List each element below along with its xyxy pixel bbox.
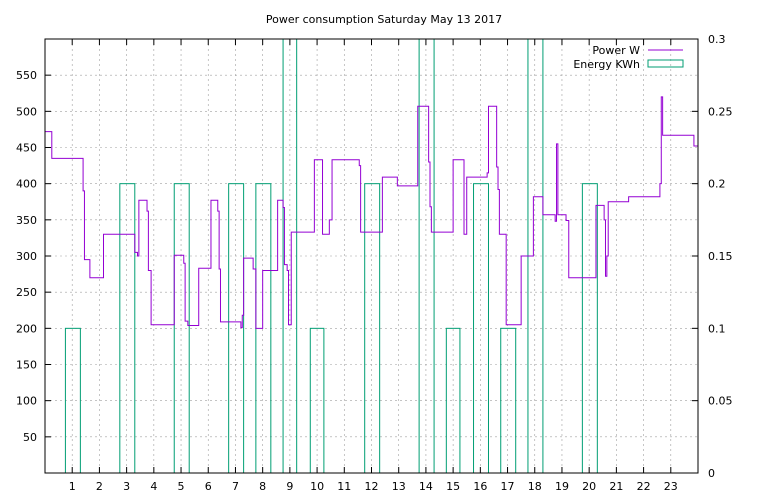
x-tick-label: 21 (609, 480, 623, 493)
x-tick-label: 10 (310, 480, 324, 493)
energy-bar (64, 327, 81, 474)
power-line (45, 96, 698, 329)
x-tick-label: 15 (446, 480, 460, 493)
x-tick-label: 4 (150, 480, 157, 493)
energy-bar (500, 327, 517, 474)
x-tick-label: 5 (178, 480, 185, 493)
legend-label-power: Power W (592, 44, 640, 57)
y-tick-label: 300 (16, 250, 37, 263)
x-tick-label: 7 (232, 480, 239, 493)
energy-bar (119, 183, 136, 474)
x-tick-label: 13 (392, 480, 406, 493)
x-tick-label: 14 (419, 480, 433, 493)
x-tick-label: 9 (286, 480, 293, 493)
y-tick-label: 200 (16, 322, 37, 335)
x-tick-label: 20 (582, 480, 596, 493)
y-tick-label: 450 (16, 142, 37, 155)
y2-tick-label: 0.15 (708, 250, 733, 263)
x-tick-label: 8 (259, 480, 266, 493)
y2-tick-label: 0.3 (708, 33, 726, 46)
y-tick-label: 500 (16, 105, 37, 118)
y2-tick-label: 0.25 (708, 105, 733, 118)
x-tick-label: 3 (123, 480, 130, 493)
x-tick-label: 19 (555, 480, 569, 493)
x-tick-label: 22 (637, 480, 651, 493)
y2-tick-label: 0.05 (708, 395, 733, 408)
y-tick-label: 150 (16, 359, 37, 372)
x-tick-label: 23 (664, 480, 678, 493)
y-tick-label: 50 (23, 431, 37, 444)
grid-lines (45, 39, 698, 473)
x-tick-label: 1 (69, 480, 76, 493)
y-tick-label: 550 (16, 69, 37, 82)
x-tick-label: 6 (205, 480, 212, 493)
power-series (45, 96, 698, 329)
axes: 1 2 3 4 5 6 7 8 9 10 11 12 13 14 15 16 17 18 19 20 21 22 23501… (16, 33, 733, 493)
y-tick-label: 250 (16, 286, 37, 299)
x-tick-label: 2 (96, 480, 103, 493)
y2-tick-label: 0.2 (708, 178, 726, 191)
x-tick-label: 17 (501, 480, 515, 493)
x-tick-label: 12 (365, 480, 379, 493)
legend: Power W Energy KWh (573, 44, 684, 71)
y2-tick-label: 0 (708, 467, 715, 480)
x-tick-label: 18 (528, 480, 542, 493)
y2-tick-label: 0.1 (708, 322, 726, 335)
legend-label-energy: Energy KWh (573, 58, 640, 71)
chart-title: Power consumption Saturday May 13 2017 (266, 13, 502, 26)
y-tick-label: 400 (16, 178, 37, 191)
y-tick-label: 100 (16, 395, 37, 408)
x-tick-label: 16 (473, 480, 487, 493)
legend-swatch-energy (647, 59, 684, 68)
y-tick-label: 350 (16, 214, 37, 227)
x-tick-label: 11 (337, 480, 351, 493)
